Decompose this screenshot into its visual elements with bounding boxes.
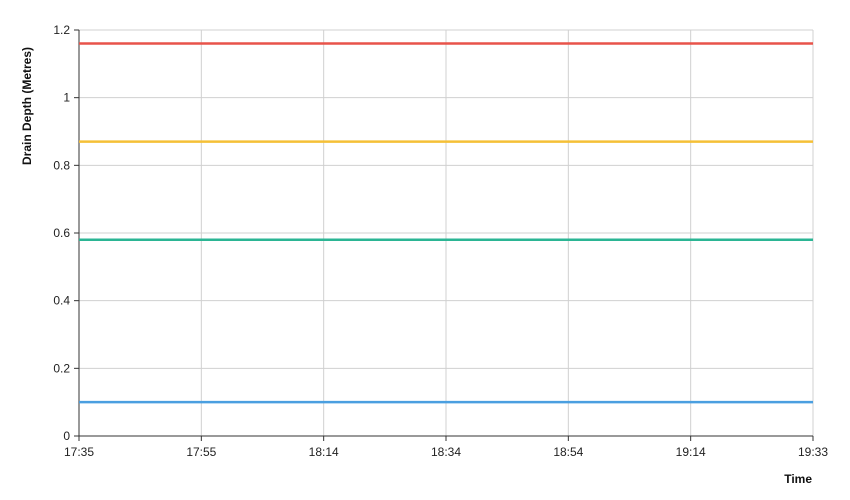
y-axis-title: Drain Depth (Metres)	[20, 47, 34, 165]
x-tick-label: 18:14	[309, 445, 339, 459]
x-tick-label: 17:55	[186, 445, 216, 459]
y-tick-label: 0.4	[53, 294, 70, 308]
series-lines	[79, 42, 813, 404]
axes	[74, 29, 814, 441]
y-tick-label: 0.8	[53, 158, 70, 172]
grid-lines	[79, 29, 814, 436]
y-tick-label: 0.6	[53, 226, 70, 240]
x-tick-label: 19:33	[798, 445, 828, 459]
x-tick-labels: 17:35 17:55 18:14 18:34 18:54 19:14 19:33	[64, 445, 828, 459]
x-tick-label: 18:34	[431, 445, 461, 459]
x-axis-title: Time	[784, 472, 812, 486]
x-tick-label: 19:14	[676, 445, 706, 459]
x-tick-label: 18:54	[553, 445, 583, 459]
y-tick-label: 0	[63, 429, 70, 443]
y-tick-label: 1	[63, 91, 70, 105]
y-tick-labels: 0 0.2 0.4 0.6 0.8 1 1.2	[53, 23, 70, 443]
y-tick-label: 1.2	[53, 23, 70, 37]
y-tick-label: 0.2	[53, 361, 70, 375]
x-tick-label: 17:35	[64, 445, 94, 459]
